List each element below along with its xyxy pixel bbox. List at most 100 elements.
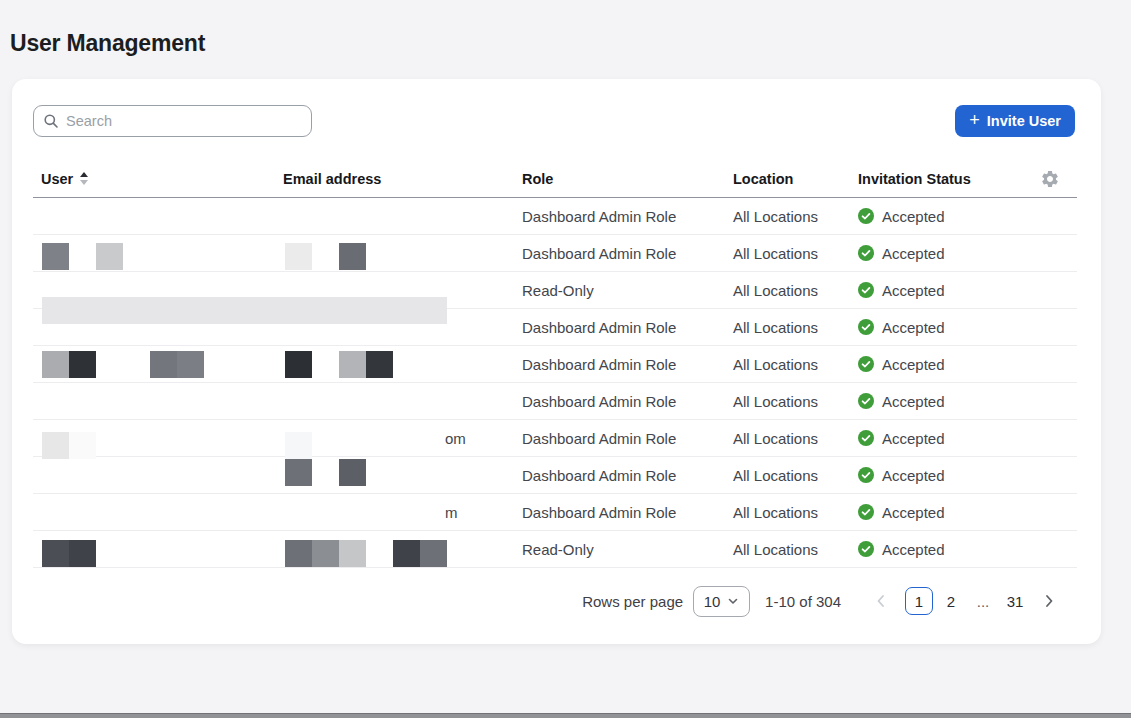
accepted-check-icon — [858, 356, 874, 372]
accepted-check-icon — [858, 467, 874, 483]
next-page-button[interactable] — [1035, 587, 1063, 615]
status-cell: Accepted — [858, 356, 1077, 373]
accepted-check-icon — [858, 541, 874, 557]
email-fragment: m — [283, 504, 458, 521]
table-row: om Dashboard Admin Role All Locations Ac… — [33, 420, 1077, 457]
pager: 1 2 ... 31 — [867, 587, 1063, 615]
status-cell: Accepted — [858, 541, 1077, 558]
table-row: Dashboard Admin Role All Locations Accep… — [33, 198, 1077, 235]
gear-icon[interactable] — [1040, 169, 1060, 189]
email-cell — [283, 467, 522, 484]
status-label: Accepted — [882, 393, 945, 410]
page-ellipsis: ... — [969, 587, 997, 615]
accepted-check-icon — [858, 245, 874, 261]
rows-per-page-value: 10 — [704, 593, 721, 610]
column-header-role: Role — [522, 171, 733, 187]
status-cell: Accepted — [858, 467, 1077, 484]
search-box — [33, 105, 312, 137]
email-cell — [283, 356, 522, 373]
status-label: Accepted — [882, 319, 945, 336]
email-cell — [283, 245, 522, 262]
location-cell: All Locations — [733, 430, 858, 447]
table-row: Dashboard Admin Role All Locations Accep… — [33, 235, 1077, 272]
status-label: Accepted — [882, 208, 945, 225]
rows-per-page-label: Rows per page — [582, 593, 683, 610]
table-body: Dashboard Admin Role All Locations Accep… — [33, 198, 1077, 568]
accepted-check-icon — [858, 208, 874, 224]
status-cell: Accepted — [858, 208, 1077, 225]
table-toolbar: + Invite User — [12, 79, 1101, 137]
previous-page-button[interactable] — [867, 587, 895, 615]
email-cell — [283, 541, 522, 558]
role-cell: Dashboard Admin Role — [522, 208, 733, 225]
column-header-user[interactable]: User — [33, 171, 283, 187]
status-label: Accepted — [882, 356, 945, 373]
accepted-check-icon — [858, 319, 874, 335]
location-cell: All Locations — [733, 245, 858, 262]
search-input[interactable] — [33, 105, 312, 137]
email-fragment: om — [283, 430, 466, 447]
column-header-email: Email address — [283, 171, 522, 187]
role-cell: Dashboard Admin Role — [522, 393, 733, 410]
chevron-right-icon — [1041, 593, 1057, 609]
role-cell: Dashboard Admin Role — [522, 356, 733, 373]
chevron-down-icon — [727, 595, 739, 607]
location-cell: All Locations — [733, 393, 858, 410]
role-cell: Dashboard Admin Role — [522, 430, 733, 447]
table-row: Dashboard Admin Role All Locations Accep… — [33, 383, 1077, 420]
chevron-left-icon — [873, 593, 889, 609]
status-label: Accepted — [882, 430, 945, 447]
status-label: Accepted — [882, 245, 945, 262]
plus-icon: + — [969, 111, 980, 129]
status-label: Accepted — [882, 541, 945, 558]
table-row: Dashboard Admin Role All Locations Accep… — [33, 457, 1077, 494]
page-button-31[interactable]: 31 — [1001, 587, 1029, 615]
location-cell: All Locations — [733, 282, 858, 299]
status-cell: Accepted — [858, 504, 1077, 521]
location-cell: All Locations — [733, 541, 858, 558]
role-cell: Read-Only — [522, 282, 733, 299]
email-cell: om — [283, 430, 522, 447]
status-cell: Accepted — [858, 430, 1077, 447]
pagination-range: 1-10 of 304 — [765, 593, 841, 610]
page-button-2[interactable]: 2 — [937, 587, 965, 615]
table-row: Read-Only All Locations Accepted — [33, 531, 1077, 568]
table-row: Dashboard Admin Role All Locations Accep… — [33, 309, 1077, 346]
sort-icon — [80, 172, 88, 185]
role-cell: Dashboard Admin Role — [522, 319, 733, 336]
users-table: User Email address Role Location Invitat… — [33, 160, 1077, 568]
status-cell: Accepted — [858, 245, 1077, 262]
rows-per-page-select[interactable]: 10 — [693, 586, 750, 617]
page-button-1[interactable]: 1 — [905, 587, 933, 615]
user-management-card: + Invite User User Email address Role Lo… — [12, 79, 1101, 644]
accepted-check-icon — [858, 393, 874, 409]
table-header-row: User Email address Role Location Invitat… — [33, 160, 1077, 198]
window-bottom-bar — [0, 713, 1131, 718]
status-label: Accepted — [882, 504, 945, 521]
email-cell — [283, 319, 522, 336]
location-cell: All Locations — [733, 319, 858, 336]
status-cell: Accepted — [858, 282, 1077, 299]
pagination-bar: Rows per page 10 1-10 of 304 1 2 ... 31 — [33, 582, 1077, 620]
accepted-check-icon — [858, 282, 874, 298]
invite-user-label: Invite User — [987, 113, 1061, 129]
column-header-status: Invitation Status — [858, 169, 1077, 189]
invite-user-button[interactable]: + Invite User — [955, 105, 1075, 137]
page-title: User Management — [10, 30, 205, 57]
column-header-user-label: User — [41, 171, 73, 187]
role-cell: Dashboard Admin Role — [522, 245, 733, 262]
status-label: Accepted — [882, 282, 945, 299]
column-header-status-label: Invitation Status — [858, 171, 971, 187]
status-label: Accepted — [882, 467, 945, 484]
email-cell: m — [283, 504, 522, 521]
table-row: Dashboard Admin Role All Locations Accep… — [33, 346, 1077, 383]
email-cell — [283, 208, 522, 225]
location-cell: All Locations — [733, 356, 858, 373]
table-row: Read-Only All Locations Accepted — [33, 272, 1077, 309]
status-cell: Accepted — [858, 393, 1077, 410]
location-cell: All Locations — [733, 208, 858, 225]
role-cell: Dashboard Admin Role — [522, 467, 733, 484]
location-cell: All Locations — [733, 504, 858, 521]
role-cell: Dashboard Admin Role — [522, 504, 733, 521]
email-cell — [283, 393, 522, 410]
